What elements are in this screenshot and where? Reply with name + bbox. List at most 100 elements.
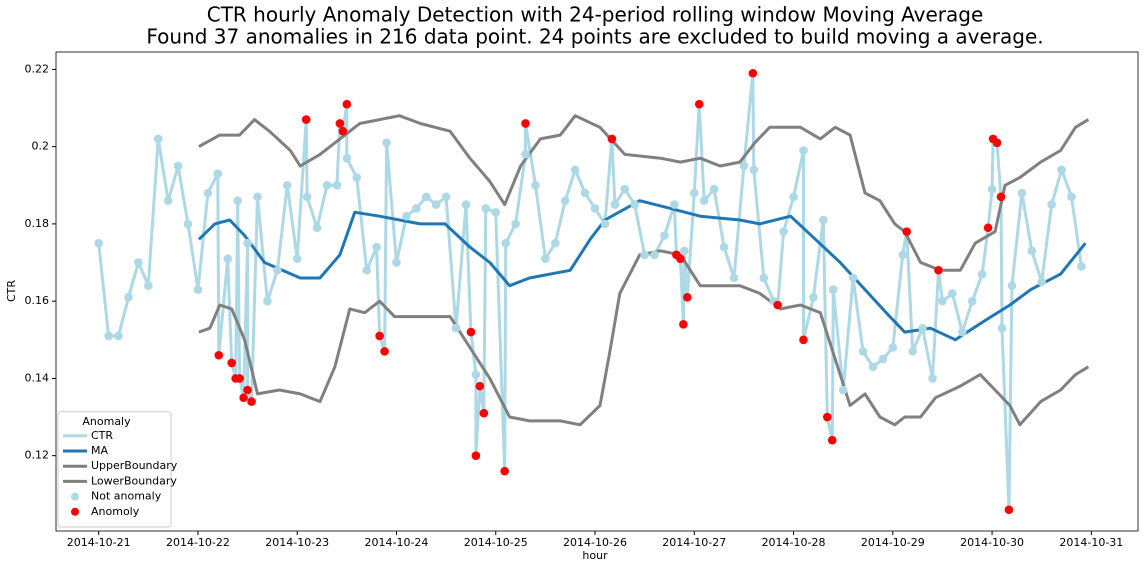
- point: [352, 173, 362, 182]
- point: [848, 273, 858, 283]
- point: [243, 385, 252, 395]
- series-line: [197, 199, 1087, 342]
- point: [213, 169, 223, 178]
- point: [235, 374, 244, 383]
- point: [144, 281, 153, 291]
- point: [362, 265, 372, 275]
- point: [227, 358, 237, 368]
- point: [809, 292, 818, 302]
- point: [640, 250, 649, 260]
- point: [719, 242, 729, 252]
- point: [1077, 262, 1086, 271]
- point: [1017, 188, 1027, 198]
- point: [739, 161, 749, 171]
- point: [650, 250, 659, 260]
- point: [380, 347, 389, 356]
- point: [749, 165, 759, 175]
- point: [789, 192, 798, 202]
- point: [828, 285, 838, 294]
- point: [898, 250, 908, 260]
- point: [607, 134, 617, 144]
- x-tick-label: 2014-10-23: [265, 536, 329, 549]
- point: [1057, 165, 1066, 175]
- point: [273, 265, 282, 275]
- point: [560, 196, 570, 206]
- point: [670, 200, 679, 209]
- legend-label: LowerBoundary: [91, 474, 177, 487]
- point: [694, 99, 704, 109]
- point: [263, 296, 272, 306]
- x-tick-label: 2014-10-21: [67, 536, 131, 549]
- legend-label: UpperBoundary: [91, 459, 178, 472]
- point: [342, 153, 352, 163]
- point: [759, 273, 769, 283]
- point: [938, 296, 947, 306]
- point: [481, 204, 491, 213]
- point: [541, 254, 550, 263]
- series-line: [198, 114, 1090, 272]
- point: [992, 138, 1002, 148]
- point: [163, 196, 173, 206]
- point: [977, 269, 987, 279]
- point: [521, 150, 530, 159]
- point: [888, 343, 898, 352]
- point: [312, 223, 322, 233]
- chart-title: CTR hourly Anomaly Detection with 24-per…: [207, 3, 984, 27]
- point: [610, 200, 620, 209]
- point: [491, 208, 501, 217]
- x-tick-label: 2014-10-26: [563, 536, 627, 549]
- point: [1067, 192, 1076, 202]
- point: [908, 347, 917, 356]
- point: [680, 246, 689, 256]
- point: [748, 68, 758, 78]
- y-tick-label: 0.22: [25, 62, 50, 75]
- x-axis-label: hour: [582, 549, 608, 562]
- legend-label: Anomoly: [91, 505, 140, 518]
- legend-swatch: [71, 507, 79, 516]
- x-tick-label: 2014-10-27: [662, 536, 726, 549]
- point: [475, 381, 485, 391]
- point: [500, 466, 509, 476]
- legend-label: CTR: [91, 429, 113, 442]
- point: [124, 292, 133, 302]
- point: [247, 397, 256, 406]
- y-axis-label: CTR: [5, 280, 18, 302]
- point: [375, 331, 384, 341]
- point: [676, 254, 685, 263]
- point: [630, 200, 640, 209]
- point: [1007, 281, 1017, 291]
- point: [773, 300, 782, 310]
- point: [1027, 246, 1037, 256]
- point: [223, 254, 233, 263]
- point: [660, 231, 669, 240]
- point: [551, 238, 560, 248]
- x-tick-label: 2014-10-31: [1059, 536, 1123, 549]
- point: [987, 184, 997, 194]
- point: [580, 188, 590, 198]
- point: [799, 335, 808, 345]
- point: [570, 165, 580, 175]
- point: [302, 192, 312, 202]
- x-tick-label: 2014-10-24: [365, 536, 429, 549]
- point: [1047, 200, 1056, 209]
- point: [1037, 277, 1047, 287]
- point: [699, 196, 709, 206]
- point: [372, 242, 381, 252]
- y-tick-label: 0.12: [25, 449, 50, 462]
- point: [729, 273, 739, 283]
- point: [590, 204, 600, 213]
- point: [983, 223, 993, 233]
- point: [253, 192, 262, 202]
- point: [521, 119, 530, 128]
- point: [967, 296, 977, 306]
- legend-swatch: [71, 492, 79, 501]
- point: [511, 219, 520, 229]
- point: [689, 188, 699, 198]
- point: [441, 192, 451, 202]
- y-tick-label: 0.14: [25, 371, 50, 384]
- point: [819, 215, 828, 225]
- point: [402, 211, 411, 221]
- point: [134, 258, 143, 267]
